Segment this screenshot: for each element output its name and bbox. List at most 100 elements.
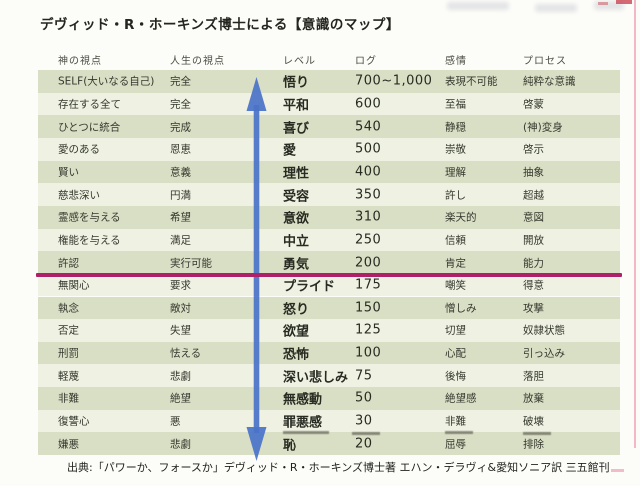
- scan-smudge: [447, 2, 509, 10]
- cell-god-view: 賢い: [58, 166, 79, 179]
- cell-level: 怒り: [283, 302, 310, 318]
- cell-life-view: 敵対: [170, 302, 191, 315]
- cell-life-view: 円満: [170, 189, 191, 202]
- cell-emotion: 非難: [445, 415, 466, 428]
- column-header-process: プロセス: [523, 56, 567, 67]
- cell-level: 平和: [283, 98, 310, 114]
- cell-life-view: 悪: [170, 415, 181, 428]
- table-row: 復讐心 悪 罪悪感 30 非難 破壊: [38, 409, 620, 433]
- table-row: 否定 失望 欲望 125 切望 奴隷状態: [38, 319, 620, 342]
- scan-underline-artifact: [523, 432, 551, 435]
- column-header-life-view: 人生の視点: [170, 56, 225, 67]
- cell-emotion: 静穏: [445, 121, 466, 134]
- scan-underline-artifact: [445, 431, 473, 434]
- cell-god-view: 非難: [58, 392, 79, 405]
- scan-corner-artifact: [598, 2, 608, 5]
- cell-life-view: 完全: [170, 75, 191, 88]
- cell-level: 受容: [283, 189, 310, 205]
- cell-emotion: 肯定: [445, 257, 466, 269]
- cell-log: 310: [355, 209, 382, 225]
- cell-level: 無感動: [283, 392, 323, 408]
- cell-process: 放棄: [523, 392, 544, 405]
- cell-life-view: 怯える: [170, 347, 202, 360]
- cell-god-view: 軽蔑: [58, 370, 79, 383]
- cell-process: 破壊: [523, 415, 544, 428]
- cell-life-view: 完全: [170, 98, 191, 111]
- cell-log: 250: [355, 232, 382, 248]
- cell-log: 175: [355, 277, 382, 293]
- cell-god-view: 愛のある: [58, 143, 100, 156]
- source-citation: 出典:「パワーか、フォースか」デヴィッド・R・ホーキンズ博士著 エハン・デラヴィ…: [67, 461, 610, 474]
- cell-level: 悟り: [283, 75, 310, 91]
- cell-emotion: 許し: [445, 189, 466, 202]
- cell-process: 開放: [523, 234, 544, 247]
- cell-process: 攻撃: [523, 302, 544, 315]
- cell-level: 勇気: [283, 257, 310, 272]
- scan-edge-artifact: [611, 469, 624, 472]
- cell-process: 超越: [523, 189, 544, 202]
- cell-process: 抽象: [523, 166, 544, 179]
- table-row: 霊感を与える 希望 意欲 310 楽天的 意図: [38, 205, 620, 229]
- table-row: 無関心 要求 プライド 175 嘲笑 得意: [38, 273, 620, 297]
- scan-smudge: [594, 1, 624, 10]
- cell-log: 350: [355, 187, 382, 203]
- scan-smudge: [535, 4, 577, 12]
- cell-emotion: 屈辱: [445, 438, 466, 451]
- cell-level: 恥: [283, 438, 297, 454]
- cell-process: 純粋な意識: [523, 75, 576, 88]
- cell-god-view: 嫌悪: [58, 438, 79, 451]
- cell-process: 啓示: [523, 143, 544, 156]
- cell-emotion: 崇敬: [445, 143, 466, 156]
- cell-level: 意欲: [283, 211, 310, 227]
- cell-emotion: 表現不可能: [445, 75, 498, 88]
- cell-process: 引っ込み: [523, 347, 565, 360]
- cell-process: 意図: [523, 211, 544, 224]
- column-header-log: ログ: [355, 56, 377, 67]
- cell-emotion: 絶望感: [445, 392, 477, 405]
- table-row: 存在する全て 完全 平和 600 至福 啓蒙: [38, 92, 620, 116]
- cell-emotion: 切望: [445, 324, 466, 337]
- cell-life-view: 悲劇: [170, 438, 191, 451]
- cell-log: 125: [355, 322, 382, 338]
- cell-life-view: 満足: [170, 234, 191, 247]
- column-header-level: レベル: [283, 56, 316, 67]
- cell-life-view: 完成: [170, 121, 191, 134]
- cell-log: 75: [355, 368, 373, 384]
- cell-emotion: 楽天的: [445, 211, 477, 224]
- cell-life-view: 絶望: [170, 392, 191, 405]
- cell-process: 能力: [523, 257, 544, 269]
- page-title: デヴィッド・R・ホーキンズ博士による【意識のマップ】: [40, 17, 400, 33]
- cell-emotion: 嘲笑: [445, 279, 466, 292]
- cell-process: 得意: [523, 279, 544, 292]
- cell-god-view: 霊感を与える: [58, 211, 121, 224]
- cell-emotion: 後悔: [445, 370, 466, 383]
- scan-corner-artifact: [616, 0, 632, 4]
- cell-process: 奴隷状態: [523, 324, 565, 337]
- cell-god-view: 執念: [58, 302, 79, 315]
- cell-emotion: 信頼: [445, 234, 466, 247]
- cell-log: 500: [355, 141, 382, 157]
- table-row: 愛のある 恩恵 愛 500 崇敬 啓示: [38, 137, 620, 161]
- column-header-god-view: 神の視点: [58, 56, 102, 67]
- cell-log: 600: [355, 96, 382, 112]
- cell-process: (神)変身: [523, 121, 563, 134]
- cell-log: 100: [355, 345, 382, 361]
- cell-log: 150: [355, 300, 382, 316]
- table-row: 嫌悪 悲劇 恥 20 屈辱 排除: [38, 432, 620, 456]
- cell-emotion: 理解: [445, 166, 466, 179]
- column-header-emotion: 感情: [445, 56, 467, 67]
- cell-process: 落胆: [523, 370, 544, 383]
- table-row: 慈悲深い 円満 受容 350 許し 超越: [38, 183, 620, 206]
- cell-emotion: 至福: [445, 98, 466, 111]
- cell-log: 200: [355, 255, 382, 270]
- cell-emotion: 憎しみ: [445, 302, 477, 315]
- cell-log: 540: [355, 119, 382, 135]
- scan-underline-artifact: [283, 431, 329, 434]
- cell-process: 排除: [523, 438, 544, 451]
- cell-god-view: SELF(大いなる自己): [58, 75, 155, 88]
- table-row: 軽蔑 悲劇 深い悲しみ 75 後悔 落胆: [38, 364, 620, 388]
- scan-underline-artifact: [352, 432, 380, 435]
- table-row: 権能を与える 満足 中立 250 信頼 開放: [38, 228, 620, 252]
